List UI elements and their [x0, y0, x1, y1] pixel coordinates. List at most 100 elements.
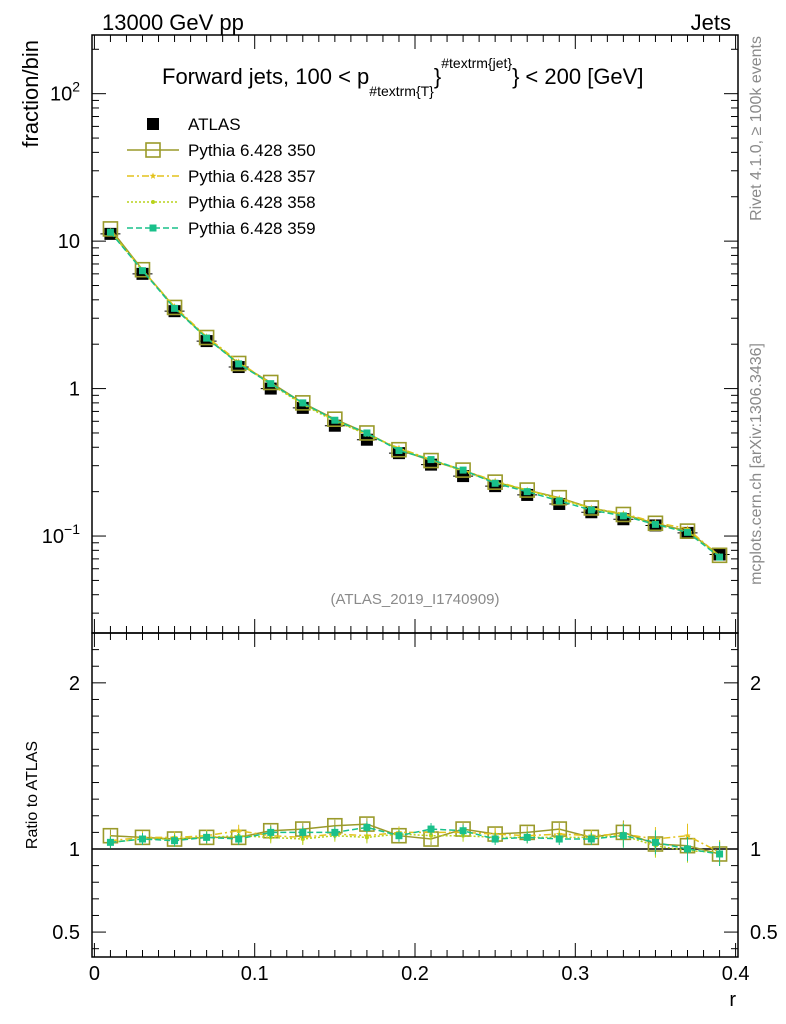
data-point — [166, 299, 183, 316]
x-tick-label: 0 — [89, 963, 100, 985]
data-point — [651, 838, 659, 846]
main-ylabel: fraction/bin — [18, 40, 43, 148]
analysis-label: (ATLAS_2019_I1740909) — [330, 591, 499, 608]
data-point — [429, 833, 434, 838]
ratio-y-tick-label-left: 0.5 — [52, 922, 80, 944]
data-point — [138, 835, 146, 843]
chart-title-sub: #textrm{T} — [369, 83, 434, 99]
ratio-y-tick-label-right: 0.5 — [750, 922, 778, 944]
data-point — [551, 489, 568, 506]
legend-label: Pythia 6.428 357 — [188, 167, 316, 186]
chart-title-brace2: } — [512, 64, 519, 89]
series-line — [109, 231, 721, 558]
data-point — [359, 425, 375, 441]
data-point — [300, 837, 305, 842]
data-point — [235, 360, 243, 368]
legend-label: Pythia 6.428 350 — [188, 141, 316, 160]
legend-label: Pythia 6.428 358 — [188, 193, 316, 212]
series-line — [109, 230, 721, 557]
data-point — [230, 355, 247, 372]
legend-marker — [147, 118, 159, 130]
x-axis-label: r — [729, 989, 736, 1011]
data-point — [134, 261, 151, 278]
data-point — [716, 850, 724, 858]
legend-marker — [149, 172, 157, 179]
data-point — [423, 452, 439, 469]
data-point — [299, 828, 307, 836]
ratio-ticks — [92, 632, 738, 957]
y-tick-label: 10−1 — [42, 521, 80, 548]
data-point — [427, 825, 435, 833]
ratio-y-tick-label-right: 2 — [750, 673, 761, 695]
chart-title: Forward jets, 100 < p#textrm{T}}#textrm{… — [162, 55, 643, 99]
data-point — [555, 835, 563, 843]
data-point — [138, 267, 146, 275]
data-point — [294, 395, 311, 411]
data-point — [262, 374, 279, 391]
data-point — [235, 835, 243, 843]
data-point — [455, 462, 471, 478]
main-y-tick-labels: 10−1 1 10 102 — [42, 79, 80, 548]
data-point — [619, 832, 627, 840]
data-point — [619, 512, 627, 520]
data-point — [267, 380, 275, 388]
data-point — [106, 838, 114, 846]
data-point — [427, 456, 435, 464]
y-tick-label: 102 — [50, 79, 80, 106]
data-point — [491, 479, 499, 487]
ratio-panel: 0 0.1 0.2 0.3 0.40.5 0.51 12 2 Ratio to ATLAS r — [24, 632, 778, 1011]
data-point — [331, 828, 339, 836]
main-series — [100, 221, 730, 564]
main-ticks — [92, 35, 738, 633]
data-point — [299, 399, 307, 407]
data-point — [364, 835, 369, 840]
x-tick-label: 0.2 — [401, 963, 429, 985]
data-point — [459, 466, 467, 474]
x-tick-label: 0.1 — [241, 963, 269, 985]
data-point — [102, 221, 119, 237]
data-point — [523, 488, 531, 496]
data-point — [519, 482, 536, 498]
legend-label: ATLAS — [188, 115, 241, 134]
chart-title-tail: < 200 [GeV] — [525, 64, 643, 89]
y-tick-label: 1 — [69, 379, 80, 401]
data-point — [203, 833, 211, 841]
data-point — [327, 411, 343, 427]
chart-title-sup: #textrm{jet} — [441, 55, 512, 71]
header-left: 13000 GeV pp — [102, 10, 244, 35]
data-point — [363, 429, 371, 437]
data-point — [555, 497, 563, 505]
header-right: Jets — [691, 10, 731, 35]
series-line — [109, 228, 721, 556]
ratio-y-tick-label-left: 1 — [69, 839, 80, 861]
data-point — [716, 553, 724, 561]
data-point — [651, 520, 659, 528]
legend: ATLAS Pythia 6.428 350 Pythia 6.428 357 Pyt… — [127, 115, 316, 238]
data-point — [267, 828, 275, 836]
data-point — [391, 441, 407, 458]
y-tick-label: 10 — [58, 231, 80, 253]
data-point — [523, 833, 531, 841]
legend-marker — [145, 142, 161, 158]
series-line — [110, 826, 720, 855]
data-point — [684, 845, 692, 853]
chart-title-brace: } — [434, 64, 441, 89]
data-point — [684, 528, 692, 536]
ratio-frame — [91, 632, 739, 958]
data-point — [587, 835, 595, 843]
data-point — [487, 474, 503, 490]
data-point — [198, 329, 215, 346]
data-point — [491, 835, 499, 843]
ratio-y-tick-label-left: 2 — [69, 673, 80, 695]
ratio-tick-labels: 0 0.1 0.2 0.3 0.40.5 0.51 12 2 — [52, 673, 778, 985]
side-label-mcplots: mcplots.cern.ch [arXiv:1306.3436] — [748, 343, 765, 585]
data-point — [395, 447, 403, 455]
data-point — [684, 525, 691, 532]
data-point — [395, 832, 403, 840]
ratio-ylabel: Ratio to ATLAS — [24, 741, 41, 849]
ratio-y-tick-label-right: 1 — [750, 839, 761, 861]
data-point — [171, 837, 179, 845]
data-point — [459, 827, 467, 835]
data-point — [684, 832, 691, 839]
